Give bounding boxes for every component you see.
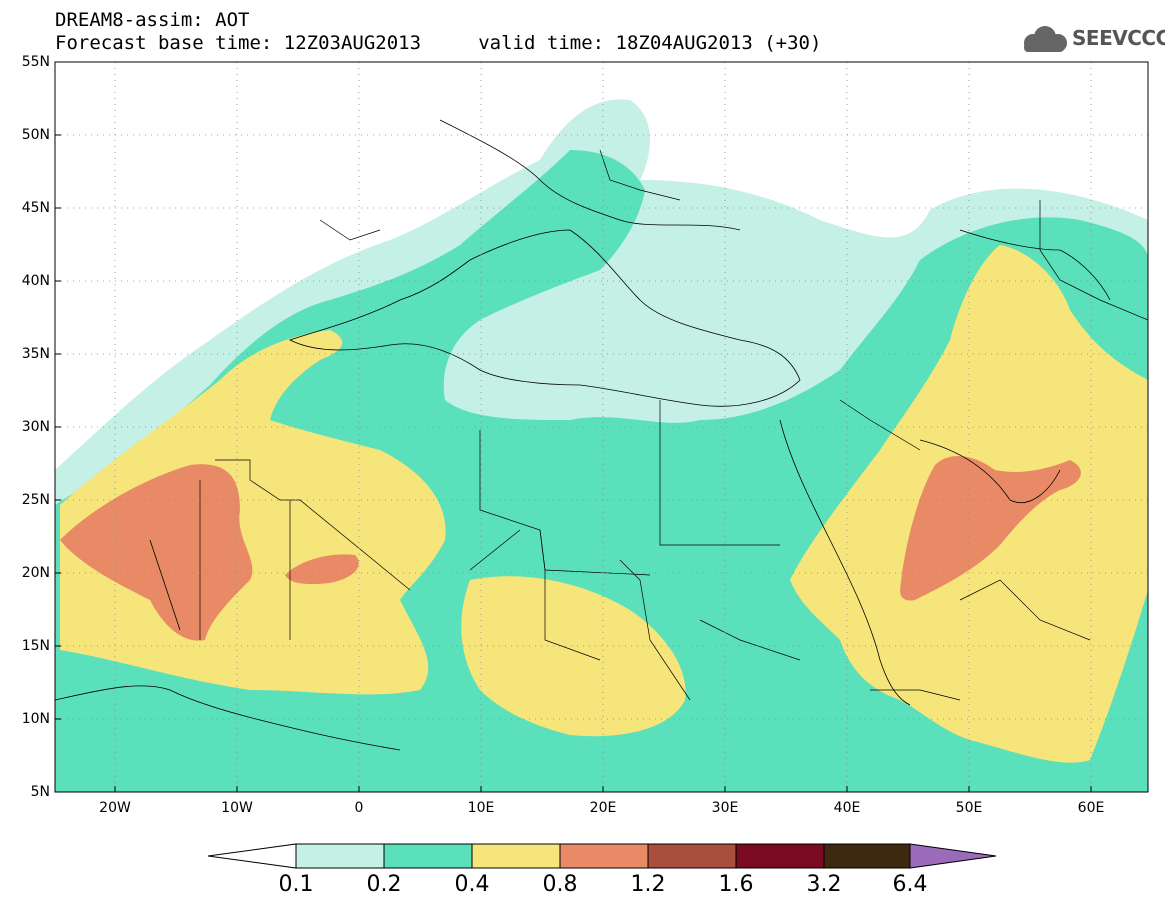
colorbar-label-0-8: 0.8: [542, 872, 578, 897]
cloud-icon: [1024, 26, 1067, 52]
colorbar-swatch-1-2: [647, 843, 737, 869]
lat-label-50n: 50N: [21, 127, 50, 143]
colorbar-label-0-2: 0.2: [366, 872, 402, 897]
lon-label-30e: 30E: [711, 800, 739, 816]
lon-label-20e: 20E: [589, 800, 617, 816]
lat-label-5n: 5N: [30, 784, 50, 800]
colorbar-swatch-3-2: [823, 843, 911, 869]
lon-label-0: 0: [354, 800, 364, 816]
colorbar: [207, 843, 997, 869]
lat-label-15n: 15N: [21, 638, 50, 654]
lat-label-40n: 40N: [21, 273, 50, 289]
colorbar-label-1-6: 1.6: [718, 872, 754, 897]
lon-label-60e: 60E: [1077, 800, 1105, 816]
lon-label-10w: 10W: [221, 800, 253, 816]
colorbar-swatch-0-1: [295, 843, 385, 869]
logo-text: SEEVCCC: [1072, 26, 1165, 50]
seevccc-logo: [1024, 26, 1067, 52]
lat-label-10n: 10N: [21, 711, 50, 727]
colorbar-label-3-2: 3.2: [806, 872, 842, 897]
lat-label-25n: 25N: [21, 492, 50, 508]
lat-label-45n: 45N: [21, 200, 50, 216]
lat-label-30n: 30N: [21, 419, 50, 435]
coastlines: [55, 119, 1111, 751]
colorbar-label-0-1: 0.1: [278, 872, 314, 897]
lon-label-40e: 40E: [833, 800, 861, 816]
colorbar-swatch-0-2: [383, 843, 473, 869]
colorbar-label-1-2: 1.2: [630, 872, 666, 897]
chart-title: DREAM8-assim: AOT: [55, 9, 250, 31]
graticule: [55, 62, 1148, 792]
aot-contour-0-8: [60, 455, 1081, 641]
lat-label-55n: 55N: [21, 54, 50, 70]
colorbar-arrow-high: [909, 843, 997, 869]
forecast-time-line: Forecast base time: 12Z03AUG2013 valid t…: [55, 32, 822, 54]
colorbar-label-6-4: 6.4: [892, 872, 928, 897]
lat-label-35n: 35N: [21, 346, 50, 362]
colorbar-arrow-low: [207, 843, 297, 869]
lon-label-50e: 50E: [955, 800, 983, 816]
lon-label-10e: 10E: [467, 800, 495, 816]
colorbar-label-0-4: 0.4: [454, 872, 490, 897]
colorbar-swatch-1-6: [735, 843, 825, 869]
lon-label-20w: 20W: [99, 800, 131, 816]
axis-ticks: [55, 61, 1092, 792]
colorbar-swatch-0-4: [471, 843, 561, 869]
country-borders: [199, 149, 1148, 701]
colorbar-swatch-0-8: [559, 843, 649, 869]
lat-label-20n: 20N: [21, 565, 50, 581]
